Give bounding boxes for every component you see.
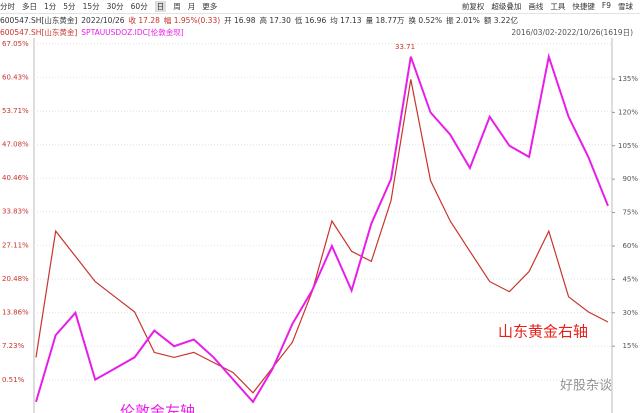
y-tick-label: 53.71% [2,107,29,115]
period-tab[interactable]: 15分 [83,1,100,12]
tool-button[interactable]: 前复权 [462,1,485,12]
info-field: 换 0.52% [408,15,442,26]
y-tick-label: 13.86% [2,309,29,317]
y-tick-label: 67.05% [2,40,29,48]
series-line [36,57,608,402]
y2-tick-label: 105% [618,142,638,150]
tool-button[interactable]: 画线 [528,1,543,12]
info-field: 幅 1.95%(0.33) [164,15,220,26]
date-range: 2016/03/02-2022/10/26(1619日) [511,27,633,38]
y-tick-label: 40.46% [2,174,29,182]
annotation: 山东黄金右轴 [498,323,588,341]
legend-entry: 600547.SH[山东黄金] [0,27,77,38]
period-tab[interactable]: 分时 [0,1,15,12]
y-tick-label: 33.83% [2,208,29,216]
info-field: 高 17.30 [260,15,291,26]
annotation: 伦敦金左轴 [120,403,195,413]
tool-button[interactable]: 快捷键 [572,1,595,12]
y2-tick-label: 45% [622,275,638,283]
tool-button[interactable]: 工具 [550,1,565,12]
period-tab[interactable]: 30分 [107,1,124,12]
period-tab[interactable]: 多日 [22,1,37,12]
period-tab[interactable]: 60分 [131,1,148,12]
peak-label: 33.71 [395,43,415,51]
info-bar: 600547.SH[山东黄金] 2022/10/26 收 17.28 幅 1.95%(… [0,14,640,26]
period-tab[interactable]: 更多 [202,1,217,12]
y2-tick-label: 75% [622,209,638,217]
period-tab[interactable]: 周 [173,1,181,12]
info-field: 开 16.98 [224,15,255,26]
info-field: 均 17.13 [330,15,361,26]
y2-tick-label: 30% [622,309,638,317]
y-tick-label: 20.48% [2,275,29,283]
y-tick-label: 27.11% [2,242,29,250]
info-field: 2022/10/26 [81,16,124,25]
watermark: 好股杂谈 [560,379,612,394]
y-tick-label: 47.08% [2,141,29,149]
y-tick-label: 7.23% [2,342,25,350]
info-field: 低 16.96 [295,15,326,26]
y2-tick-label: 15% [622,342,638,350]
period-tab[interactable]: 5分 [63,1,75,12]
y2-tick-label: 60% [622,242,638,250]
y2-tick-label: 120% [618,108,638,116]
info-field: 振 2.01% [446,15,480,26]
info-field: 额 3.22亿 [484,15,518,26]
info-field: 600547.SH[山东黄金] [0,15,77,26]
legend: 600547.SH[山东黄金] SPTAUUSDOZ.IDC[伦敦金现] 2016/… [0,26,640,38]
tool-button[interactable]: 雪球 [618,1,633,12]
toolbar: 分时多日 1分 5分 15分 30分 60分日周月更多 前复权超级叠加画线工具快捷键 F9 雪球 [0,0,640,14]
info-field: 量 18.77万 [366,15,405,26]
info-field: 收 17.28 [129,15,160,26]
tool-button[interactable]: 超级叠加 [491,1,521,12]
period-tab[interactable]: 1分 [44,1,56,12]
tool-button[interactable]: F9 [602,1,611,12]
y2-tick-label: 135% [618,75,638,83]
legend-entry: SPTAUUSDOZ.IDC[伦敦金现] [81,27,183,38]
y-tick-label: 60.43% [2,73,29,81]
period-tab[interactable]: 日 [155,1,167,12]
chart: 67.05% 60.43% 53.71% 47.08% 40.46% 33.83% 27.1… [0,38,640,413]
y-tick-label: 0.51% [2,376,25,384]
y2-tick-label: 90% [622,175,638,183]
period-tab[interactable]: 月 [188,1,196,12]
